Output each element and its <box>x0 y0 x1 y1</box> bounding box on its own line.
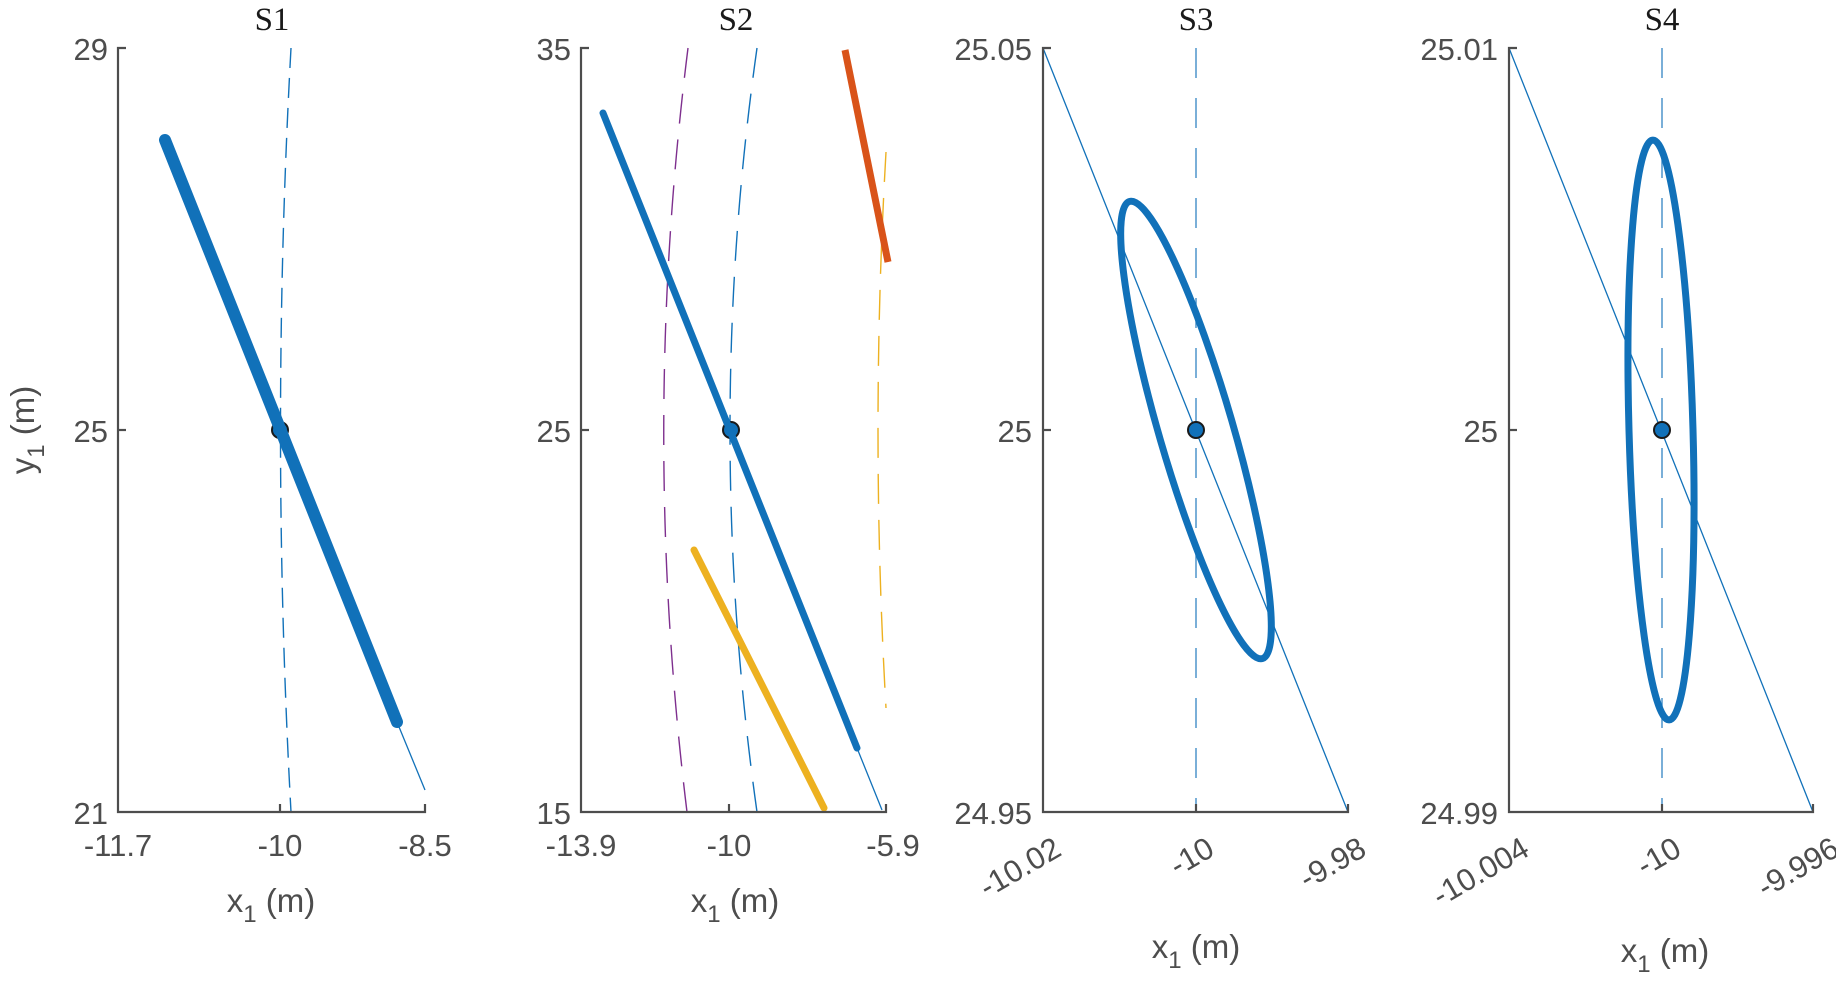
x-tick-label-mid: -10 <box>1163 830 1219 883</box>
confidence-ellipse <box>1117 197 1275 663</box>
axes-frame <box>116 46 427 814</box>
panel-title: S4 <box>1645 2 1680 38</box>
x-axis-label: x1 (m) <box>1152 928 1241 974</box>
panel-s3: S3 25.05 25 24.95 -10.02 -10 -9.98 x1 (m… <box>954 2 1371 974</box>
thin-line-blue <box>396 721 426 791</box>
y-tick-label-mid: 25 <box>74 414 108 449</box>
panel-title: S1 <box>255 2 290 38</box>
x-tick-label-left: -10.02 <box>973 830 1067 904</box>
thin-line-blue <box>856 747 883 811</box>
panel-title: S3 <box>1179 2 1214 38</box>
y-tick-label-top: 25.05 <box>954 32 1032 67</box>
y-tick-label-top: 35 <box>537 32 571 67</box>
y-tick-label-mid: 25 <box>537 414 571 449</box>
panel-s1: S1 29 25 21 -11.7 -10 -8.5 x1 (m) <box>74 2 452 928</box>
x-tick-label-right: -9.996 <box>1751 830 1836 904</box>
x-tick-label-left: -13.9 <box>546 828 617 863</box>
dashed-arc-blue <box>279 47 292 813</box>
panel-title: S2 <box>719 2 754 38</box>
axes-frame <box>579 46 888 814</box>
x-axis-label: x1 (m) <box>691 882 780 928</box>
x-tick-label-right: -5.9 <box>866 828 919 863</box>
thick-segment-yellow <box>690 546 828 812</box>
panel-s2: S2 35 25 15 -13.9 -10 -5.9 x1 (m) <box>537 2 920 928</box>
x-axis-label: x1 (m) <box>1621 932 1710 978</box>
y-tick-label-bottom: 21 <box>74 796 108 831</box>
dashed-arc-yellow <box>877 151 887 709</box>
x-tick-label-mid: -10 <box>707 828 752 863</box>
y-tick-label-top: 25.01 <box>1420 32 1498 67</box>
y-tick-label-bottom: 24.95 <box>954 796 1032 831</box>
y-tick-label-bottom: 15 <box>537 796 571 831</box>
dashed-arc-purple <box>663 47 689 813</box>
panel-s4: S4 25.01 25 24.99 -10.004 -10 -9.996 x1 … <box>1420 2 1836 978</box>
x-tick-label-left: -11.7 <box>84 828 152 863</box>
thick-segment-orange <box>841 49 892 263</box>
x-tick-label-mid: -10 <box>1630 830 1686 883</box>
y-tick-label-mid: 25 <box>1464 414 1498 449</box>
axes-frame <box>1041 46 1350 814</box>
confidence-ellipse <box>1624 136 1698 724</box>
x-tick-label-left: -10.004 <box>1426 830 1535 913</box>
y-tick-label-bottom: 24.99 <box>1420 796 1498 831</box>
thick-segment-blue <box>599 109 861 752</box>
y-tick-label-mid: 25 <box>998 414 1032 449</box>
x-axis-label: x1 (m) <box>227 882 316 928</box>
reference-point <box>1653 421 1671 439</box>
axes-frame <box>1507 46 1815 814</box>
x-tick-label-right: -9.98 <box>1293 830 1372 896</box>
y-axis-label: y1 (m) <box>4 386 50 475</box>
x-tick-label-right: -8.5 <box>398 828 451 863</box>
y-tick-label-top: 29 <box>74 32 108 67</box>
reference-point <box>1187 421 1205 439</box>
thick-segment-blue <box>159 134 403 728</box>
x-tick-label-mid: -10 <box>258 828 303 863</box>
